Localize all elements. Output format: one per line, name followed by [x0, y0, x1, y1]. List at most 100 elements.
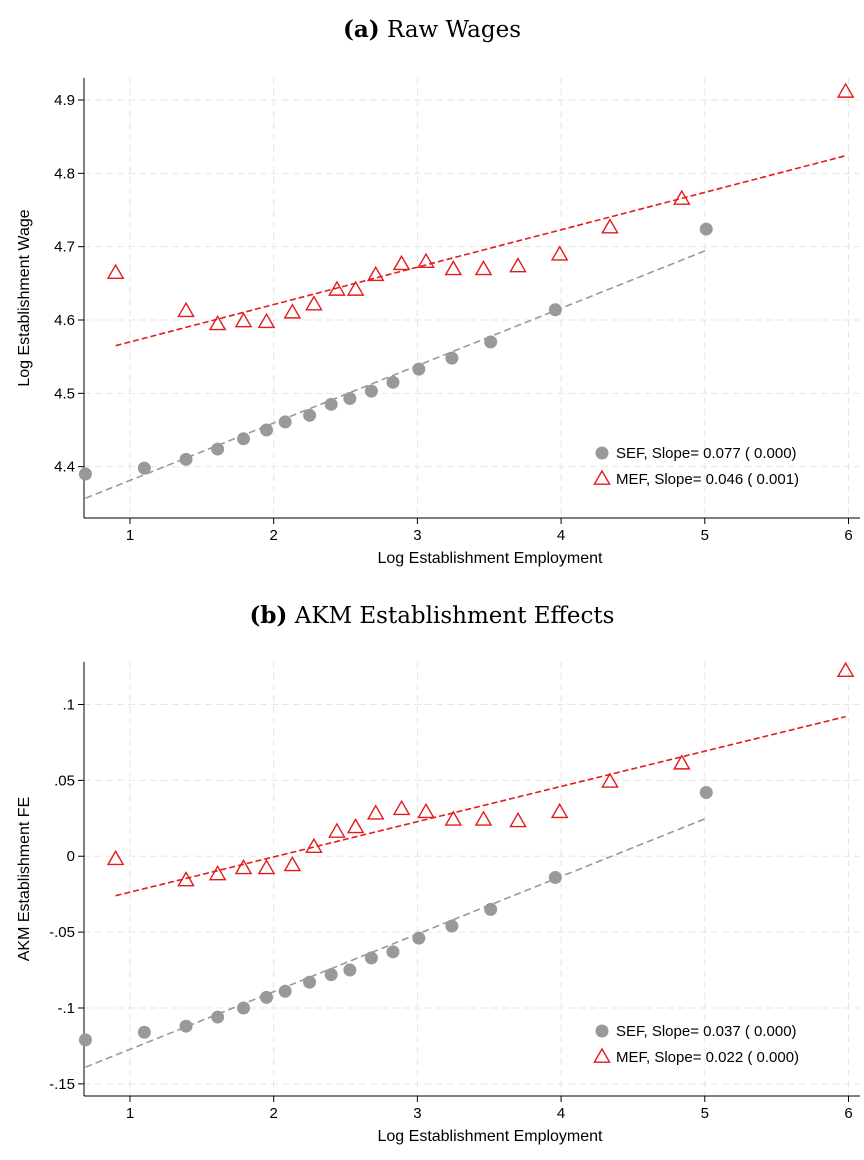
y-tick-label: 4.5 [54, 385, 75, 402]
sef-point [386, 375, 400, 389]
mef-point [283, 303, 302, 319]
y-tick-label: -.15 [49, 1076, 75, 1093]
mef-point [672, 754, 691, 770]
mef-point [509, 811, 527, 828]
sef-point [211, 1010, 225, 1024]
mef-point [208, 314, 227, 331]
mef-point [328, 822, 346, 838]
legend-mef-label: MEF, Slope= 0.046 ( 0.001) [616, 471, 799, 488]
mef-point [392, 799, 411, 816]
mef-point [346, 280, 365, 296]
x-tick-label: 3 [413, 527, 421, 544]
sef-point [548, 870, 562, 884]
legend-mef-label: MEF, Slope= 0.022 ( 0.000) [616, 1049, 799, 1066]
sef-point [137, 1025, 151, 1039]
y-tick-label: 4.7 [54, 239, 75, 256]
mef-point [444, 810, 463, 826]
gridlines [84, 78, 860, 518]
sef-point [412, 931, 426, 945]
sef-point [324, 397, 338, 411]
legend-sef-label: SEF, Slope= 0.077 ( 0.000) [616, 445, 797, 462]
sef-point [699, 786, 713, 800]
sef-point [412, 362, 426, 376]
y-tick-label: 4.8 [54, 165, 75, 182]
mef-point [601, 772, 619, 788]
panel-b-title: (b) AKM Establishment Effects [0, 602, 864, 629]
mef-point [177, 301, 195, 318]
x-tick-label: 1 [126, 527, 134, 544]
x-tick-label: 2 [270, 1105, 278, 1122]
mef-point [106, 263, 125, 279]
x-axis-label: Log Establishment Employment [378, 550, 604, 567]
sef-point [386, 945, 400, 959]
x-tick-label: 6 [844, 1105, 852, 1122]
sef-point [484, 902, 498, 916]
y-tick-label: .1 [62, 696, 75, 713]
mef-point [283, 855, 302, 872]
sef-point [237, 1001, 251, 1015]
sef-point [484, 335, 498, 349]
mef-point [550, 245, 569, 261]
mef-point [366, 804, 385, 820]
mef-fit-line [115, 154, 846, 347]
legend-sef-label: SEF, Slope= 0.037 ( 0.000) [616, 1023, 797, 1040]
sef-point [237, 432, 251, 446]
mef-point [474, 810, 493, 826]
sef-point [303, 975, 317, 989]
x-tick-label: 4 [557, 1105, 565, 1122]
mef-point [208, 865, 227, 881]
mef-point [836, 661, 855, 678]
mef-point [474, 259, 493, 276]
mef-point [366, 265, 385, 282]
x-tick-label: 5 [701, 527, 709, 544]
sef-point [343, 391, 357, 405]
sef-fit-line [85, 817, 707, 1068]
legend-mef-marker [593, 469, 611, 485]
sef-point [364, 384, 378, 398]
mef-point [509, 257, 527, 273]
panel-a-name: Raw Wages [386, 17, 522, 43]
panel-b-name: AKM Establishment Effects [294, 603, 615, 629]
sef-point [445, 351, 459, 365]
mef-point [444, 259, 463, 276]
x-tick-label: 1 [126, 1105, 134, 1122]
sef-point [211, 442, 225, 456]
panel-a-title: (a) Raw Wages [0, 16, 864, 43]
x-axis-label: Log Establishment Employment [378, 1128, 604, 1145]
x-tick-label: 6 [844, 527, 852, 544]
mef-point [836, 82, 855, 98]
sef-point [78, 1033, 92, 1047]
mef-point [328, 280, 346, 296]
x-tick-label: 5 [701, 1105, 709, 1122]
mef-point [305, 295, 323, 311]
mef-point [106, 849, 125, 866]
legend: SEF, Slope= 0.037 ( 0.000) MEF, Slope= 0.… [593, 1023, 799, 1066]
sef-point [278, 415, 292, 429]
sef-point [445, 919, 459, 933]
mef-point [417, 802, 435, 819]
y-tick-label: 4.4 [54, 459, 75, 476]
sef-point [548, 303, 562, 317]
x-tick-label: 2 [270, 527, 278, 544]
sef-fit-line [85, 249, 707, 499]
mef-point [346, 818, 365, 834]
mef-point [177, 871, 195, 887]
sef-point [137, 461, 151, 475]
x-tick-label: 3 [413, 1105, 421, 1122]
mef-point [257, 312, 276, 329]
mef-point [234, 312, 253, 328]
sef-point [324, 968, 338, 982]
mef-point [257, 858, 276, 875]
mef-point [550, 802, 569, 819]
mef-point [234, 858, 253, 875]
legend: SEF, Slope= 0.077 ( 0.000) MEF, Slope= 0.… [593, 445, 799, 488]
sef-point [303, 408, 317, 422]
sef-point [364, 951, 378, 965]
mef-point [417, 252, 435, 268]
y-tick-label: -.1 [57, 1000, 75, 1017]
y-tick-label: .05 [54, 772, 75, 789]
mef-fit-line [115, 715, 846, 897]
y-tick-label: 4.6 [54, 312, 75, 329]
sef-point [699, 222, 713, 236]
legend-sef-marker [595, 1024, 609, 1038]
